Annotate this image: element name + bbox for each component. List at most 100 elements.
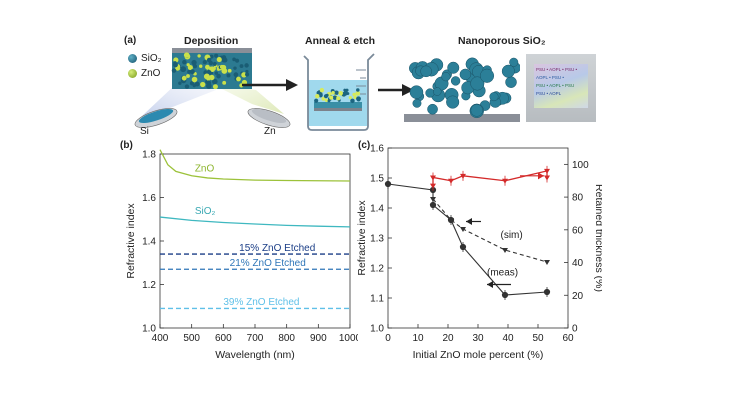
process-arrow-1: [242, 79, 298, 91]
film-particle: [181, 75, 187, 81]
x-tick-label: 800: [278, 333, 295, 344]
x-tick-label: 600: [215, 333, 232, 344]
film-particle: [236, 76, 241, 82]
film-particle: [184, 84, 190, 89]
film-particle: [205, 80, 211, 85]
x-tick-label: 50: [532, 333, 544, 344]
photo-text-line: AOPL • PSU •: [536, 75, 564, 80]
beaker-particle: [348, 96, 352, 100]
y2-tick-label: 60: [572, 225, 584, 236]
x-tick-label: 700: [247, 333, 264, 344]
nano-particle: [501, 64, 515, 78]
nano-particle: [441, 72, 451, 82]
beaker-particle: [319, 87, 325, 93]
y-tick-label: 1.0: [142, 324, 156, 335]
beaker-particle: [334, 90, 339, 96]
film-particle: [190, 69, 195, 75]
sim-point: [460, 227, 466, 232]
beaker-particle: [350, 98, 355, 104]
panel-c-chart: (c) 0 10 20 30 40 50 60 1.0 1.1 1.2 1.3 1.4 1.5 1.6 0 20…: [356, 140, 602, 361]
beaker-particle: [321, 96, 326, 101]
film-particle: [203, 73, 210, 80]
y2-tick-label: 40: [572, 258, 584, 269]
legend-sio2-label: SiO₂: [141, 53, 162, 64]
film-particle: [192, 64, 198, 69]
film-particle: [212, 78, 218, 85]
film-particle: [180, 66, 187, 73]
nano-particle: [425, 88, 435, 98]
nano-particle: [427, 103, 438, 115]
film-particle: [216, 57, 222, 63]
series-line: [159, 216, 351, 228]
sim-point: [502, 248, 508, 253]
film-particle: [199, 64, 203, 68]
film-particle: [206, 57, 212, 63]
sim-axis-arrow-head: [466, 218, 472, 225]
deposition-title: Deposition: [184, 35, 239, 47]
film-particle: [182, 59, 187, 65]
series-label: SiO₂: [195, 206, 216, 217]
film-particle: [244, 63, 249, 68]
beaker-particle: [315, 94, 320, 99]
beaker-particle: [345, 88, 349, 92]
beaker-particle: [338, 90, 343, 96]
meas-axis-arrow-head: [487, 281, 493, 288]
beaker-icon: [303, 53, 375, 131]
nano-particle: [489, 92, 499, 102]
nanoporous-film: [404, 57, 520, 122]
film-particle: [187, 65, 193, 71]
x-axis-label: Initial ZnO mole percent (%): [413, 349, 544, 361]
x-tick-label: 10: [412, 333, 424, 344]
y-tick-label: 1.1: [370, 294, 384, 305]
beaker-particle: [343, 90, 348, 96]
meas-annotation: (meas): [487, 268, 518, 279]
beaker-particle: [331, 91, 335, 95]
film-particle: [209, 74, 215, 81]
sim-point: [544, 260, 550, 265]
series-label: 15% ZnO Etched: [239, 243, 315, 254]
nano-particle: [409, 85, 424, 99]
film-particle: [233, 72, 239, 78]
film-particle: [197, 54, 201, 58]
y-tick-label: 1.6: [142, 193, 156, 204]
si-target-label: Si: [140, 126, 149, 137]
anneal-etch-title: Anneal & etch: [305, 35, 376, 47]
film-particle: [221, 57, 227, 63]
photo-text-line: PSU • AOPL • PSU •: [536, 67, 578, 72]
x-tick-label: 20: [442, 333, 454, 344]
x-tick-label: 400: [152, 333, 169, 344]
x-tick-label: 1000: [339, 333, 358, 344]
thickness-axis-arrow-head: [538, 172, 544, 180]
film-particle: [200, 81, 206, 88]
sim-annotation: (sim): [501, 230, 523, 241]
zn-target-label: Zn: [264, 126, 276, 137]
y2-tick-label: 100: [572, 160, 589, 171]
panel-b-chart: (b) 400 500 600 700 800 900 1000 1.0 1.2 1.4 1.6 1.8…: [120, 140, 358, 361]
film-particle: [191, 76, 198, 83]
beaker-particle: [325, 93, 329, 97]
meas-line: [387, 183, 548, 296]
beaker-particle: [356, 88, 360, 92]
sim-line: [432, 198, 548, 263]
panel-c-label: (c): [358, 140, 370, 151]
series-line: [159, 149, 351, 182]
film-particle: [186, 74, 190, 78]
legend-sio2-dot: [128, 54, 137, 63]
y-tick-label: 1.5: [370, 174, 384, 185]
film-particle: [214, 53, 219, 58]
film-particle: [191, 59, 197, 66]
film-particle: [241, 72, 247, 78]
y-tick-label: 1.4: [370, 204, 384, 215]
film-particle: [245, 69, 249, 74]
x-tick-label: 60: [562, 333, 574, 344]
nano-particle: [470, 76, 485, 91]
film-particle: [202, 59, 207, 65]
beaker-particle: [314, 98, 319, 103]
process-arrow-2: [378, 84, 414, 96]
nano-particle: [450, 76, 461, 86]
beaker-particle: [343, 88, 347, 92]
x-tick-label: 0: [385, 333, 391, 344]
film-particle: [216, 73, 221, 79]
nano-substrate: [404, 114, 520, 122]
y2-axis-label: Retained thickness (%): [593, 184, 602, 292]
